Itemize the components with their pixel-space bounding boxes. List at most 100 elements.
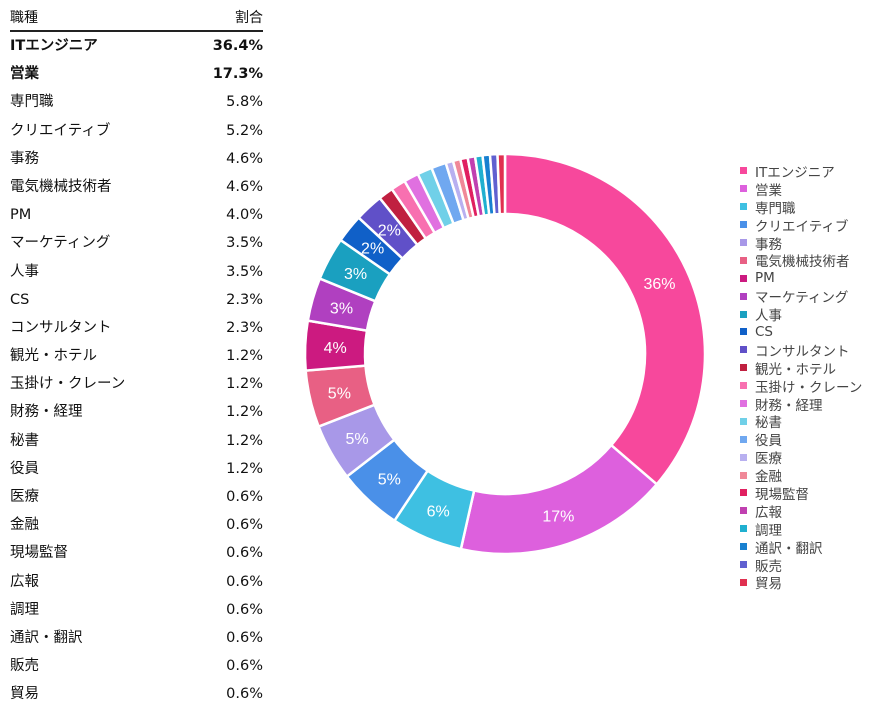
- legend-item[interactable]: CS: [740, 323, 862, 341]
- job-name: コンサルタント: [10, 319, 112, 336]
- table-row: 広報 0.6%: [10, 568, 263, 596]
- legend-swatch: [740, 382, 747, 390]
- legend-item[interactable]: 事務: [740, 234, 862, 253]
- slice-label: 17%: [542, 508, 574, 525]
- job-name: マーケティング: [10, 235, 111, 252]
- legend-item[interactable]: PM: [740, 269, 862, 287]
- table-row: ITエンジニア 36.4%: [10, 32, 263, 60]
- legend-item[interactable]: 貿易: [740, 573, 862, 593]
- job-ratio: 5.8%: [226, 94, 263, 111]
- legend-item[interactable]: 観光・ホテル: [740, 359, 862, 378]
- legend-item[interactable]: 医療: [740, 448, 862, 468]
- legend-label: クリエイティブ: [755, 218, 849, 235]
- legend-item[interactable]: 営業: [740, 180, 862, 199]
- donut-slice[interactable]: [459, 443, 659, 556]
- slice-label: 36%: [643, 276, 675, 293]
- legend-item[interactable]: 玉掛け・クレーン: [740, 377, 862, 396]
- slice-label: 3%: [330, 300, 353, 317]
- table-header: 職種 割合: [10, 6, 263, 32]
- table-row: 電気機械技術者 4.6%: [10, 173, 263, 201]
- legend-label: 電気機械技術者: [755, 254, 850, 271]
- slice-label: 5%: [378, 472, 401, 489]
- legend-label: 観光・ホテル: [755, 361, 836, 378]
- job-name: 事務: [10, 150, 39, 167]
- job-ratio: 4.0%: [226, 207, 263, 224]
- donut-slice[interactable]: [503, 152, 707, 487]
- legend-item[interactable]: 広報: [740, 502, 862, 521]
- legend-label: 事務: [755, 236, 782, 253]
- table-row: 観光・ホテル 1.2%: [10, 342, 263, 370]
- legend-swatch: [740, 292, 747, 300]
- table-row: 玉掛け・クレーン 1.2%: [10, 370, 263, 398]
- legend-label: 調理: [755, 522, 782, 539]
- job-ratio: 1.2%: [226, 432, 263, 449]
- legend-item[interactable]: マーケティング: [740, 287, 862, 307]
- legend-label: PM: [755, 270, 775, 287]
- legend-swatch: [740, 489, 747, 497]
- job-ratio: 1.2%: [226, 376, 263, 393]
- legend-item[interactable]: 通訳・翻訳: [740, 538, 862, 557]
- legend-swatch: [740, 346, 747, 354]
- job-name: ITエンジニア: [10, 38, 98, 54]
- legend-item[interactable]: 秘書: [740, 412, 862, 432]
- table-row: 金融 0.6%: [10, 511, 263, 539]
- legend-item[interactable]: 財務・経理: [740, 395, 862, 414]
- job-name: CS: [10, 291, 30, 308]
- job-ratio: 3.5%: [226, 263, 263, 280]
- legend-label: 通訳・翻訳: [755, 540, 823, 557]
- job-ratio: 1.2%: [226, 404, 263, 421]
- table-row: 人事 3.5%: [10, 258, 263, 286]
- legend-item[interactable]: ITエンジニア: [740, 162, 862, 181]
- job-ratio: 1.2%: [226, 348, 263, 365]
- legend-label: 医療: [755, 451, 782, 468]
- legend-swatch: [740, 221, 747, 229]
- slice-label: 6%: [427, 503, 450, 520]
- job-name: 調理: [10, 601, 39, 618]
- job-ratio: 0.6%: [226, 686, 263, 703]
- job-ratio: 3.5%: [226, 235, 263, 252]
- legend-item[interactable]: 販売: [740, 556, 862, 575]
- table-row: 事務 4.6%: [10, 145, 263, 173]
- legend-swatch: [740, 453, 747, 461]
- legend-label: 秘書: [755, 415, 782, 432]
- legend-label: ITエンジニア: [755, 164, 835, 181]
- job-ratio: 4.6%: [226, 150, 263, 167]
- table-row: 秘書 1.2%: [10, 427, 263, 455]
- legend-item[interactable]: コンサルタント: [740, 341, 862, 360]
- job-name: 金融: [10, 517, 39, 534]
- job-name: 広報: [10, 573, 39, 590]
- legend-item[interactable]: 専門職: [740, 198, 862, 217]
- legend-label: 貿易: [755, 576, 782, 593]
- legend-item[interactable]: 役員: [740, 430, 862, 449]
- legend-swatch: [740, 328, 747, 336]
- legend-item[interactable]: 金融: [740, 466, 862, 485]
- slice-label: 4%: [324, 340, 347, 357]
- slice-label: 2%: [378, 222, 401, 239]
- legend-label: マーケティング: [755, 290, 849, 307]
- legend-swatch: [740, 578, 747, 586]
- header-ratio: 割合: [235, 10, 263, 26]
- legend-swatch: [740, 364, 747, 372]
- legend-item[interactable]: 電気機械技術者: [740, 251, 862, 271]
- donut-slice[interactable]: [496, 152, 507, 216]
- table-row: CS 2.3%: [10, 286, 263, 314]
- job-ratio: 0.6%: [226, 573, 263, 590]
- table-row: コンサルタント 2.3%: [10, 314, 263, 342]
- legend-swatch: [740, 167, 747, 175]
- job-ratio: 0.6%: [226, 658, 263, 675]
- chart-legend: ITエンジニア 営業 専門職 クリエイティブ 事務 電気機械技術者 PM マーケティング 人事 C…: [740, 162, 862, 593]
- legend-item[interactable]: 人事: [740, 305, 862, 324]
- legend-item[interactable]: 調理: [740, 520, 862, 539]
- legend-item[interactable]: 現場監督: [740, 484, 862, 503]
- job-name: 人事: [10, 263, 39, 280]
- job-ratio: 17.3%: [212, 66, 263, 83]
- job-name: 財務・経理: [10, 404, 83, 421]
- table-row: 役員 1.2%: [10, 455, 263, 483]
- legend-swatch: [740, 471, 747, 479]
- legend-item[interactable]: クリエイティブ: [740, 216, 862, 235]
- table-row: 通訳・翻訳 0.6%: [10, 624, 263, 652]
- job-ratio: 2.3%: [226, 291, 263, 308]
- table-row: 調理 0.6%: [10, 596, 263, 624]
- job-ratio: 0.6%: [226, 517, 263, 534]
